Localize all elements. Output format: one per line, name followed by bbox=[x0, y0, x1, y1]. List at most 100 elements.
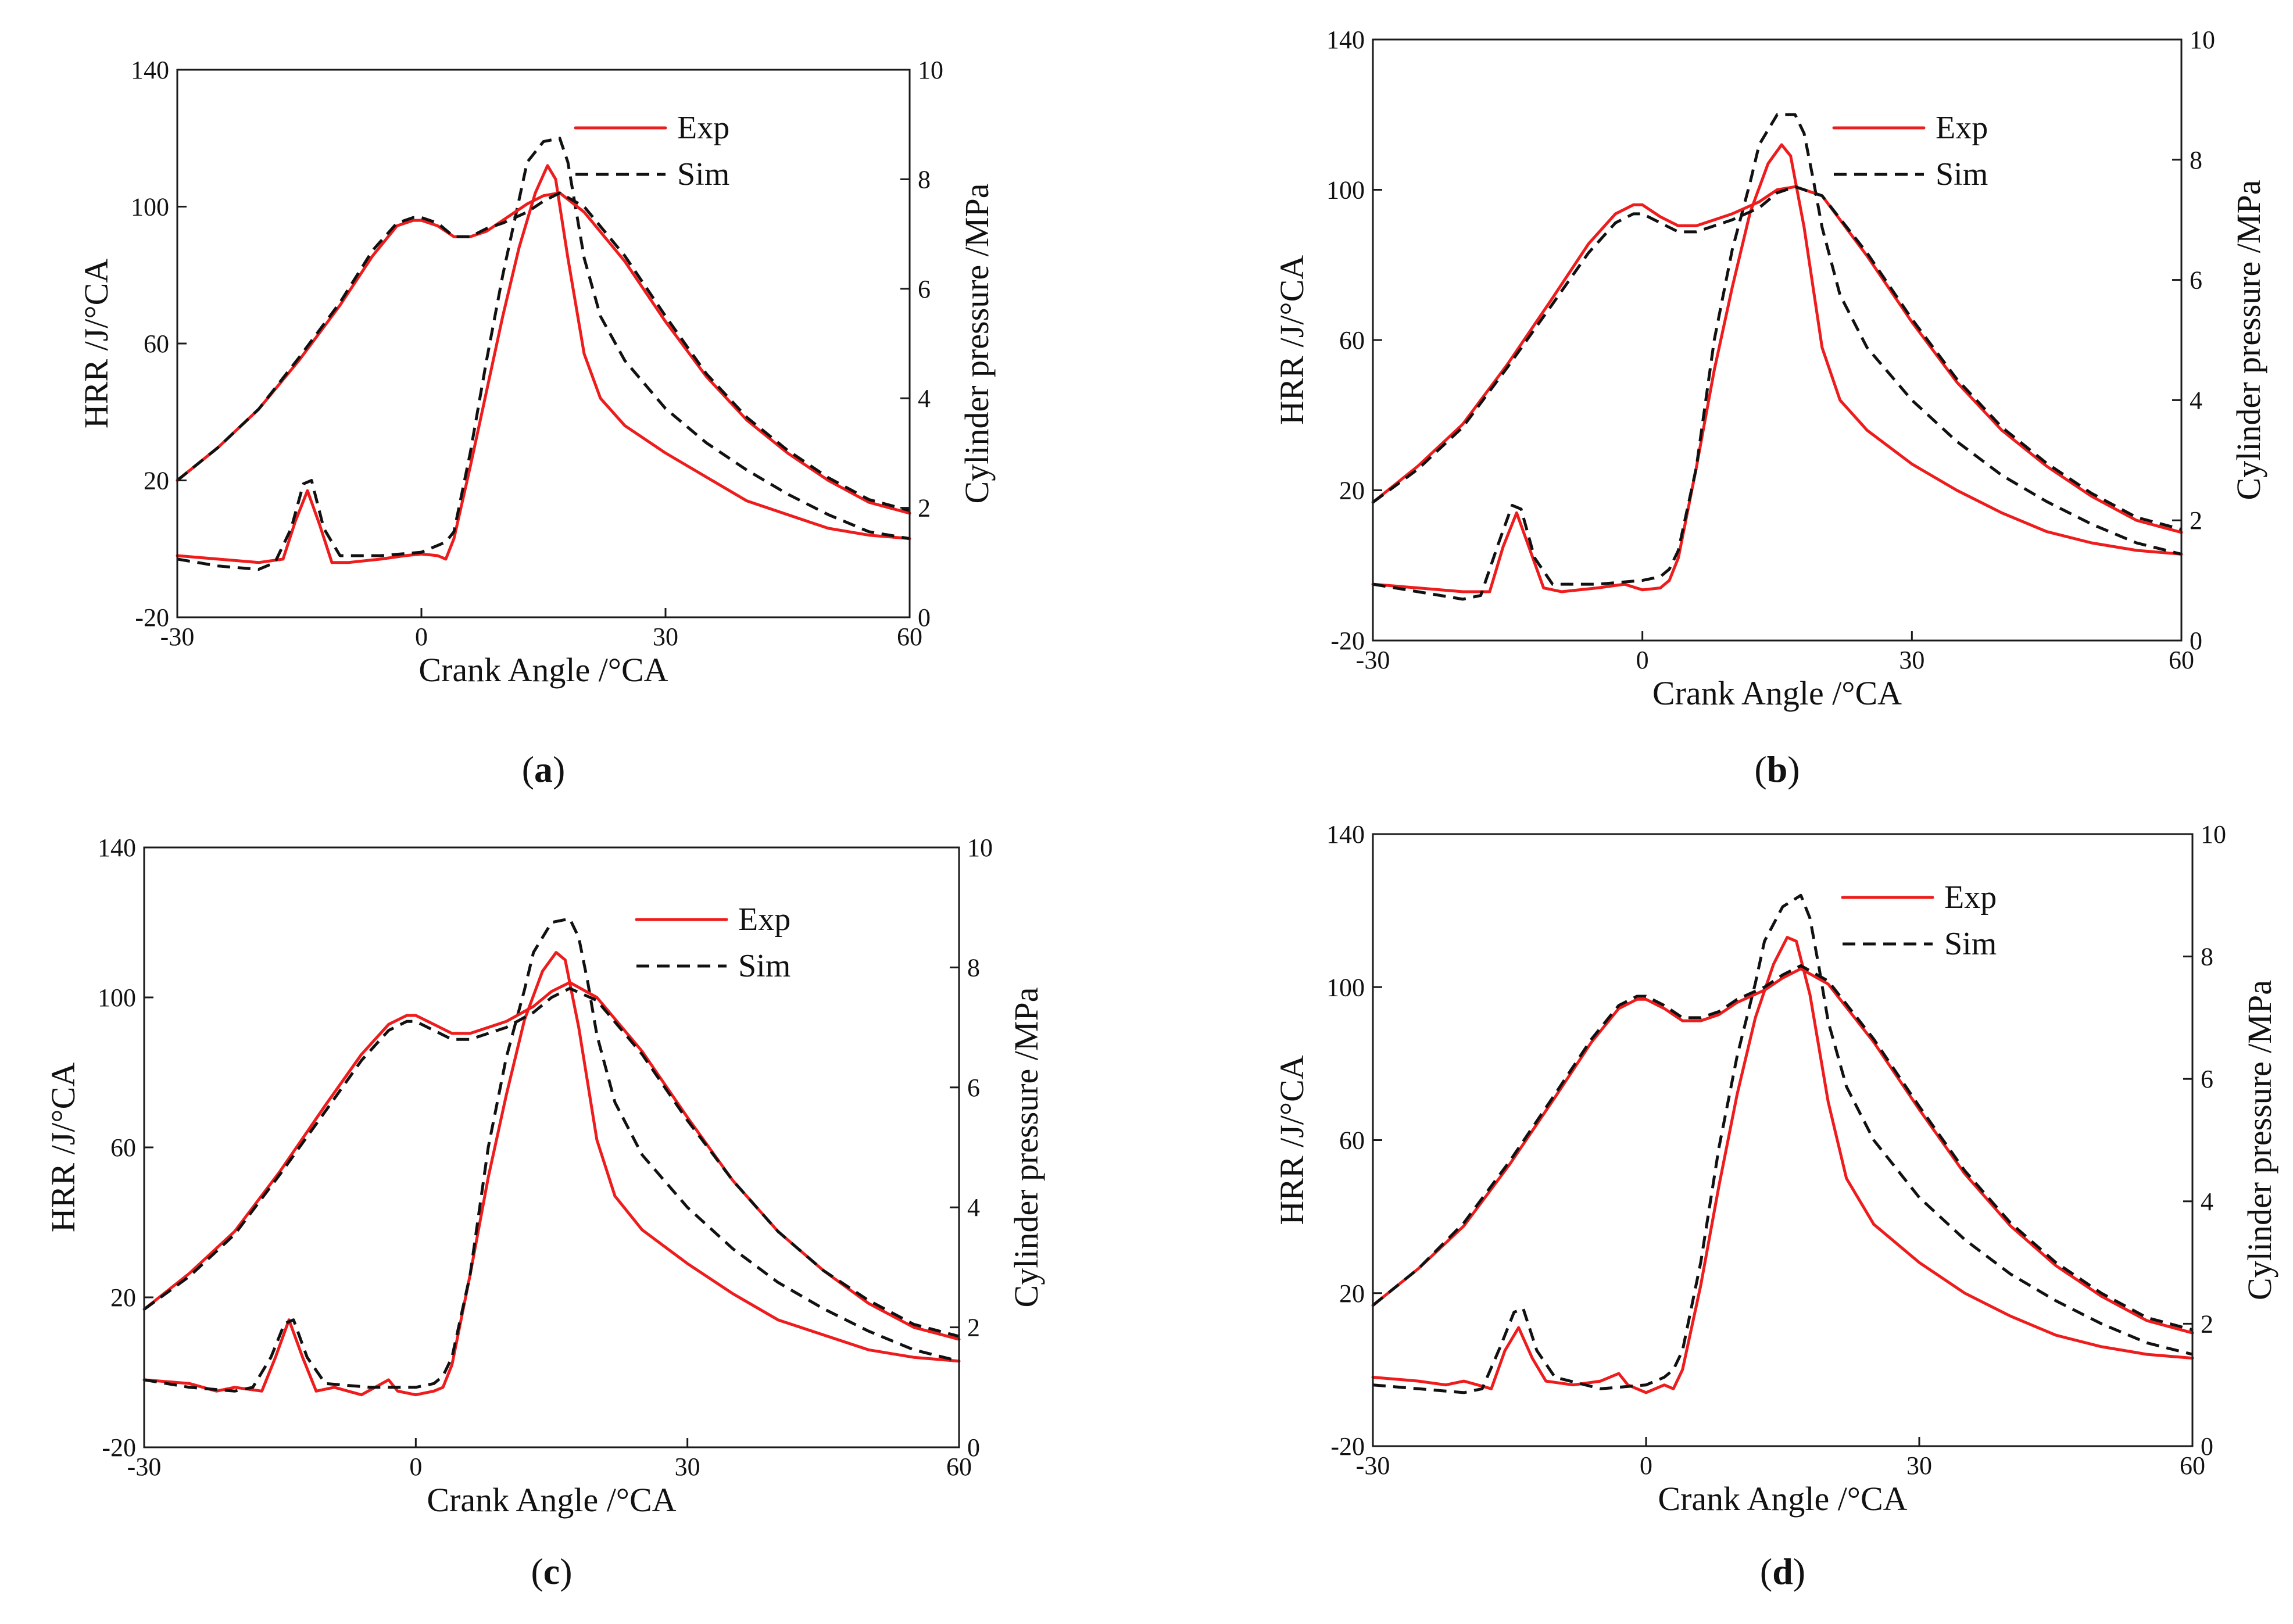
x-tick-label: 30 bbox=[1899, 646, 1924, 674]
y-left-tick-label: 20 bbox=[1339, 477, 1365, 505]
exp-hrr-line bbox=[176, 164, 911, 564]
y-left-tick-label: 60 bbox=[1339, 326, 1365, 355]
y-left-tick-label: 100 bbox=[98, 983, 136, 1012]
y-right-tick-label: 8 bbox=[918, 165, 931, 194]
y-left-tick-label: -20 bbox=[1330, 1432, 1365, 1461]
caption-open-paren: ( bbox=[1760, 1551, 1772, 1592]
y-left-tick-label: -20 bbox=[102, 1433, 136, 1462]
x-tick-label: 0 bbox=[1640, 1451, 1652, 1480]
caption-close-paren: ) bbox=[1787, 749, 1800, 790]
y-left-tick-label: 20 bbox=[1339, 1279, 1365, 1308]
y-left-tick-label: 60 bbox=[110, 1133, 136, 1162]
legend: Exp Sim bbox=[635, 902, 790, 984]
caption-letter: d bbox=[1772, 1551, 1793, 1592]
y-right-tick-label: 2 bbox=[2201, 1310, 2213, 1338]
y-left-axis-title: HRR /J/°CA bbox=[1273, 1055, 1311, 1225]
y-left-tick-label: 140 bbox=[1326, 26, 1365, 54]
exp-hrr-line bbox=[1371, 936, 2194, 1394]
y-right-tick-label: 10 bbox=[2190, 26, 2215, 54]
x-tick-label: 60 bbox=[946, 1453, 972, 1481]
y-left-tick-label: 100 bbox=[1326, 973, 1365, 1001]
x-tick-label: -30 bbox=[127, 1453, 162, 1481]
panel-caption: (a) bbox=[522, 749, 566, 790]
legend-sim-label: Sim bbox=[1936, 156, 1988, 192]
caption-letter: a bbox=[534, 749, 553, 790]
sim-pressure-line bbox=[1372, 964, 2193, 1332]
legend: Exp Sim bbox=[1832, 110, 1988, 192]
y-right-tick-label: 6 bbox=[2201, 1065, 2213, 1093]
panel-d: -30 0 30 60 -20 20 60 100 140 0 2 4 6 8 10 Crank Angle … bbox=[1273, 820, 2278, 1592]
x-tick-label: -30 bbox=[1356, 646, 1390, 674]
y-right-tick-label: 2 bbox=[918, 494, 931, 523]
y-right-axis-title: Cylinder pressure /MPa bbox=[958, 184, 996, 504]
exp-pressure-line bbox=[1371, 967, 2194, 1335]
y-right-tick-label: 10 bbox=[918, 56, 943, 84]
y-left-axis-title: HRR /J/°CA bbox=[44, 1063, 82, 1232]
exp-pressure-line bbox=[1371, 185, 2183, 534]
y-left-tick-label: 140 bbox=[1326, 820, 1365, 849]
caption-close-paren: ) bbox=[1793, 1551, 1805, 1592]
x-tick-label: 30 bbox=[1906, 1451, 1932, 1480]
x-tick-label: -30 bbox=[1356, 1451, 1390, 1480]
x-tick-label: 60 bbox=[2180, 1451, 2205, 1480]
panel-caption: (d) bbox=[1760, 1551, 1805, 1592]
y-left-tick-label: -20 bbox=[135, 603, 169, 632]
y-right-tick-label: 8 bbox=[2190, 146, 2202, 174]
y-right-tick-label: 8 bbox=[2201, 943, 2213, 971]
y-left-tick-label: 20 bbox=[144, 467, 169, 495]
sim-hrr-line bbox=[144, 917, 960, 1393]
x-axis-title: Crank Angle /°CA bbox=[427, 1481, 676, 1519]
panel-c: -30 0 30 60 -20 20 60 100 140 0 2 4 6 8 10 Crank Angle … bbox=[44, 834, 1045, 1592]
y-right-tick-label: 2 bbox=[2190, 506, 2202, 535]
panel-caption: (b) bbox=[1754, 749, 1800, 790]
y-right-tick-label: 4 bbox=[2201, 1187, 2213, 1216]
y-right-tick-label: 0 bbox=[967, 1433, 980, 1462]
caption-letter: b bbox=[1767, 749, 1788, 790]
y-right-tick-label: 10 bbox=[2201, 820, 2226, 849]
exp-pressure-line bbox=[176, 191, 911, 515]
y-left-tick-label: 20 bbox=[110, 1283, 136, 1312]
caption-open-paren: ( bbox=[522, 749, 534, 790]
panel-b: -30 0 30 60 -20 20 60 100 140 0 2 4 6 8 10 Crank Angle … bbox=[1273, 26, 2267, 790]
y-right-tick-label: 0 bbox=[2201, 1432, 2213, 1461]
legend: Exp Sim bbox=[1841, 879, 1997, 962]
y-right-tick-label: 4 bbox=[2190, 386, 2202, 414]
legend-sim-label: Sim bbox=[677, 156, 729, 192]
y-right-tick-label: 6 bbox=[2190, 266, 2202, 295]
legend-sim-label: Sim bbox=[1944, 926, 1997, 962]
plot-frame bbox=[1372, 38, 2183, 642]
caption-open-paren: ( bbox=[1754, 749, 1766, 790]
sim-pressure-line bbox=[1372, 185, 2182, 531]
y-right-axis-title: Cylinder pressure /MPa bbox=[2230, 180, 2267, 500]
x-axis-title: Crank Angle /°CA bbox=[1652, 674, 1902, 712]
y-right-tick-label: 4 bbox=[918, 384, 931, 413]
y-left-tick-label: 140 bbox=[131, 56, 169, 84]
plot-frame bbox=[143, 846, 960, 1448]
y-right-tick-label: 8 bbox=[967, 953, 980, 982]
x-axis-title: Crank Angle /°CA bbox=[418, 651, 668, 689]
x-tick-label: 30 bbox=[675, 1453, 700, 1481]
x-axis-title: Crank Angle /°CA bbox=[1658, 1480, 1907, 1518]
y-left-axis-title: HRR /J/°CA bbox=[1273, 255, 1311, 425]
y-right-tick-label: 0 bbox=[2190, 627, 2202, 655]
legend-exp-label: Exp bbox=[1944, 879, 1997, 915]
exp-pressure-line bbox=[142, 981, 961, 1341]
sim-pressure-line bbox=[143, 987, 960, 1338]
y-left-tick-label: 60 bbox=[144, 330, 169, 358]
exp-hrr-line bbox=[142, 951, 961, 1397]
y-left-axis-title: HRR /J/°CA bbox=[77, 259, 115, 428]
caption-close-paren: ) bbox=[560, 1551, 572, 1592]
y-right-tick-label: 6 bbox=[918, 275, 931, 303]
y-right-tick-label: 4 bbox=[967, 1193, 980, 1222]
y-right-tick-label: 10 bbox=[967, 834, 993, 862]
x-tick-label: 60 bbox=[897, 623, 922, 651]
y-right-tick-label: 0 bbox=[918, 603, 931, 632]
x-tick-label: 30 bbox=[653, 623, 678, 651]
caption-open-paren: ( bbox=[531, 1551, 543, 1592]
y-left-tick-label: 140 bbox=[98, 834, 136, 862]
y-right-tick-label: 6 bbox=[967, 1074, 980, 1102]
y-left-tick-label: 100 bbox=[131, 193, 169, 221]
sim-pressure-line bbox=[176, 191, 910, 512]
